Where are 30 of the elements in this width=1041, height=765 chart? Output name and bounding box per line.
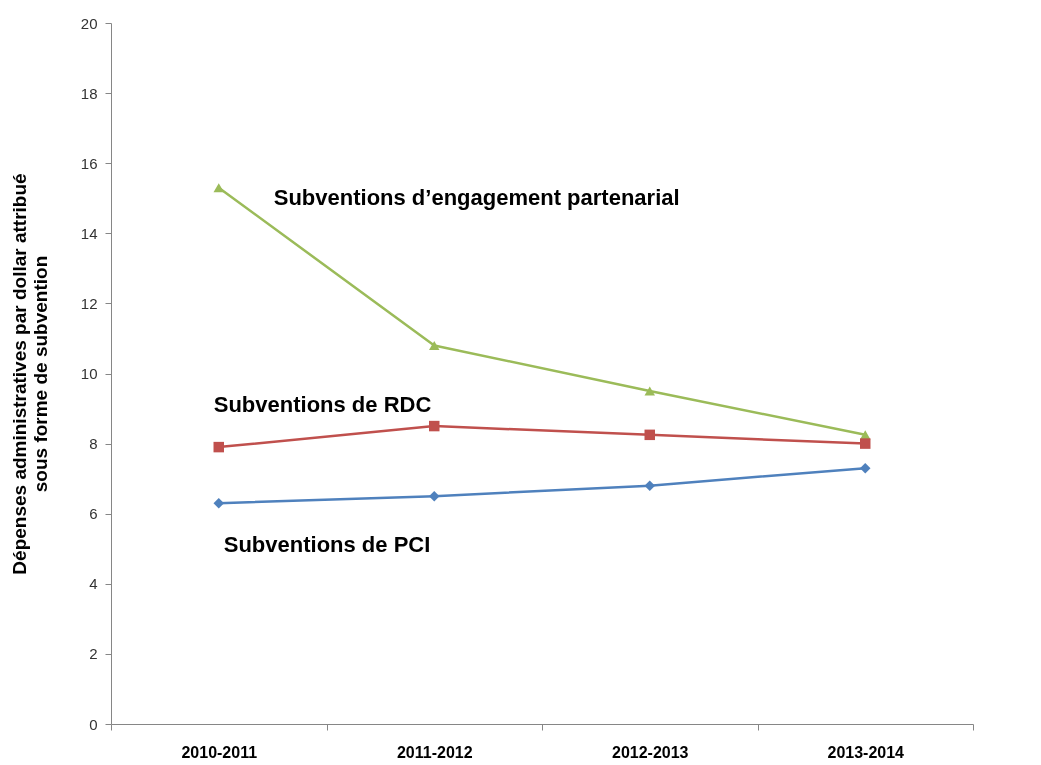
point: [860, 438, 871, 449]
point: [429, 490, 440, 502]
y-tick-label: 0: [89, 715, 98, 733]
point: [644, 386, 655, 396]
point: [213, 183, 224, 193]
y-tick-label: 18: [80, 84, 98, 102]
x-tick-label: 2013-2014: [827, 743, 905, 761]
y-tick-label: 16: [80, 154, 98, 172]
point: [644, 480, 655, 491]
y-tick-label: 2: [89, 645, 98, 663]
series-label: Subventions de RDC: [213, 392, 432, 418]
series-label: Subventions de PCI: [223, 532, 431, 558]
y-tick-label: 10: [80, 365, 98, 382]
x-tick-label: 2010-2011: [181, 743, 258, 761]
y-axis-title: Dépenses administratives par dollar attribué sous forme de subvention: [8, 173, 51, 575]
x-tick-label: 2011-2012: [396, 743, 473, 761]
y-tick-label: 6: [89, 505, 98, 523]
y-tick-label: 14: [80, 224, 98, 242]
series-label: Subventions d’engagement partenarial: [273, 184, 680, 210]
point: [429, 340, 440, 350]
point: [429, 420, 440, 432]
y-tick-label: 12: [80, 294, 98, 312]
point: [644, 429, 655, 441]
point: [213, 497, 224, 509]
point: [213, 441, 224, 453]
x-tick-label: 2012-2013: [611, 743, 689, 761]
y-tick-label: 20: [80, 14, 98, 32]
point: [860, 462, 871, 474]
y-tick-label: 4: [89, 575, 98, 593]
y-tick-label: 8: [89, 435, 98, 453]
